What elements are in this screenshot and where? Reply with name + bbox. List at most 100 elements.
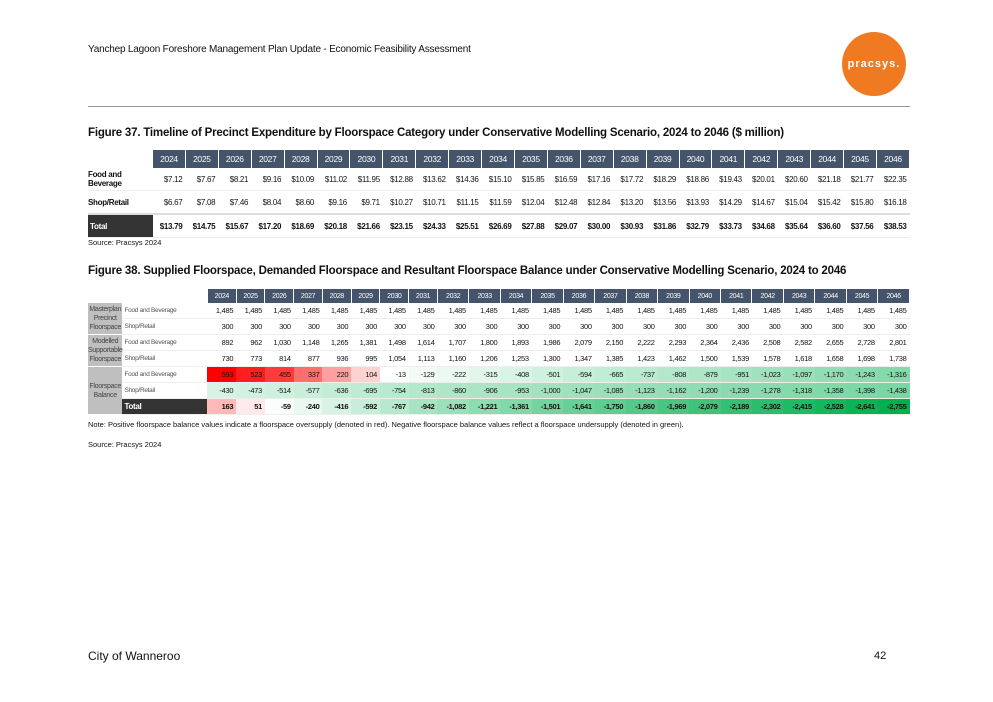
table-cell: 1,485 bbox=[657, 303, 690, 319]
table-cell: 1,707 bbox=[437, 334, 469, 351]
table-row: Shop/Retail 300 300 300 300 300 300 300 300 300 30… bbox=[88, 318, 910, 335]
table-cell: 300 bbox=[657, 318, 690, 335]
table-cell: 1,485 bbox=[594, 303, 627, 319]
table-cell: 1,893 bbox=[500, 334, 532, 351]
table-cell: 1,485 bbox=[351, 303, 380, 319]
table-cell: 1,113 bbox=[408, 350, 438, 367]
table-cell: -1,200 bbox=[689, 382, 721, 399]
year-header: 2034 bbox=[481, 150, 515, 168]
table-cell: -1,162 bbox=[657, 382, 690, 399]
table-cell: $17.20 bbox=[251, 213, 285, 238]
group-label: Modelled Supportable Floorspace bbox=[88, 334, 123, 367]
table-cell: 300 bbox=[468, 318, 501, 335]
year-header: 2043 bbox=[783, 289, 816, 303]
table-cell: $12.04 bbox=[514, 190, 548, 215]
year-header: 2029 bbox=[317, 150, 351, 168]
table-cell: $14.36 bbox=[448, 168, 482, 191]
table-cell: 1,485 bbox=[379, 303, 409, 319]
table-cell: $6.67 bbox=[152, 190, 186, 215]
table-cell: $13.56 bbox=[646, 190, 679, 215]
table-cell: 2,364 bbox=[689, 334, 721, 351]
table-cell: $33.73 bbox=[711, 213, 745, 238]
table-cell: -767 bbox=[379, 398, 409, 415]
table-cell: $13.20 bbox=[613, 190, 647, 215]
table-cell: 1,030 bbox=[264, 334, 294, 351]
table-cell: -13 bbox=[379, 366, 409, 383]
table-cell: $10.09 bbox=[284, 168, 318, 191]
table-cell: 1,539 bbox=[720, 350, 752, 367]
year-header: 2039 bbox=[657, 289, 690, 303]
figure-38-title: Figure 38. Supplied Floorspace, Demanded… bbox=[88, 265, 847, 277]
table-cell: $19.43 bbox=[711, 168, 745, 191]
table-cell: -1,085 bbox=[594, 382, 627, 399]
table-cell: 1,485 bbox=[236, 303, 265, 319]
table-cell: -1,000 bbox=[531, 382, 564, 399]
group-label: Floorspace Balance bbox=[88, 366, 123, 415]
table-cell: -1,023 bbox=[751, 366, 784, 383]
table-cell: 300 bbox=[500, 318, 532, 335]
year-header: 2035 bbox=[514, 150, 548, 168]
year-header: 2045 bbox=[843, 150, 877, 168]
table-cell: $12.48 bbox=[547, 190, 581, 215]
year-header: 2030 bbox=[349, 150, 384, 168]
table-row: Floorspace Balance Food and Beverage 593 52… bbox=[88, 366, 910, 415]
table-cell: $21.66 bbox=[349, 213, 383, 238]
year-header: 2040 bbox=[689, 289, 722, 303]
table-cell: 773 bbox=[236, 350, 265, 367]
table-cell: 1,347 bbox=[563, 350, 595, 367]
table-cell: 1,485 bbox=[563, 303, 595, 319]
table-cell: $23.15 bbox=[382, 213, 416, 238]
table-cell: 300 bbox=[322, 318, 352, 335]
table-cell: 1,485 bbox=[207, 303, 237, 319]
table-cell: 2,801 bbox=[877, 334, 910, 351]
table-cell: 1,485 bbox=[689, 303, 721, 319]
year-header: 2036 bbox=[547, 150, 581, 168]
table-cell: 2,293 bbox=[657, 334, 690, 351]
table-cell: -129 bbox=[408, 366, 438, 383]
year-header: 2044 bbox=[810, 150, 845, 168]
table-cell: -879 bbox=[689, 366, 721, 383]
table-cell: 2,222 bbox=[626, 334, 658, 351]
year-header: 2030 bbox=[379, 289, 410, 303]
table-cell: $8.04 bbox=[251, 190, 285, 215]
table-cell: 1,485 bbox=[814, 303, 847, 319]
table-cell: -665 bbox=[594, 366, 627, 383]
table-cell: 2,079 bbox=[563, 334, 595, 351]
row-label: Food and Beverage bbox=[88, 168, 153, 191]
table-cell: $8.21 bbox=[218, 168, 252, 191]
table-cell: $15.10 bbox=[481, 168, 515, 191]
table-cell: -737 bbox=[626, 366, 658, 383]
table-cell: -636 bbox=[322, 382, 352, 399]
table-row: Modelled Supportable Floorspace Food and … bbox=[88, 334, 910, 367]
table-cell: $20.18 bbox=[317, 213, 350, 238]
table-cell: $34.68 bbox=[744, 213, 778, 238]
table-cell: -813 bbox=[408, 382, 438, 399]
table-cell: 1,381 bbox=[351, 334, 380, 351]
table-cell: 300 bbox=[563, 318, 595, 335]
table-cell: -1,243 bbox=[846, 366, 878, 383]
row-label: Shop/Retail bbox=[122, 382, 208, 399]
year-header: 2033 bbox=[448, 150, 483, 168]
table-cell: 1,485 bbox=[720, 303, 752, 319]
row-label: Food and Beverage bbox=[122, 334, 208, 351]
table-cell: -1,170 bbox=[814, 366, 847, 383]
table-row: Shop/Retail $6.67 $7.08 $7.46 $8.04 $8.60 $9.1… bbox=[88, 190, 910, 215]
table-cell: $10.27 bbox=[382, 190, 416, 215]
table-cell: 2,150 bbox=[594, 334, 627, 351]
row-label: Food and Beverage bbox=[122, 303, 208, 319]
table-cell: 892 bbox=[207, 334, 237, 351]
table-cell: 300 bbox=[594, 318, 627, 335]
table-cell: $14.29 bbox=[711, 190, 745, 215]
table-cell: -1,097 bbox=[783, 366, 815, 383]
year-header: 2042 bbox=[751, 289, 784, 303]
table-cell: 2,582 bbox=[783, 334, 815, 351]
table-cell: 2,655 bbox=[814, 334, 847, 351]
year-header: 2041 bbox=[720, 289, 753, 303]
table-cell: 300 bbox=[379, 318, 409, 335]
table-cell: $15.42 bbox=[810, 190, 844, 215]
table-cell: 1,300 bbox=[531, 350, 564, 367]
row-label: Shop/Retail bbox=[122, 318, 208, 335]
table-cell: $11.59 bbox=[481, 190, 515, 215]
footer-org: City of Wanneroo bbox=[88, 649, 181, 663]
table-cell: $31.86 bbox=[646, 213, 679, 238]
